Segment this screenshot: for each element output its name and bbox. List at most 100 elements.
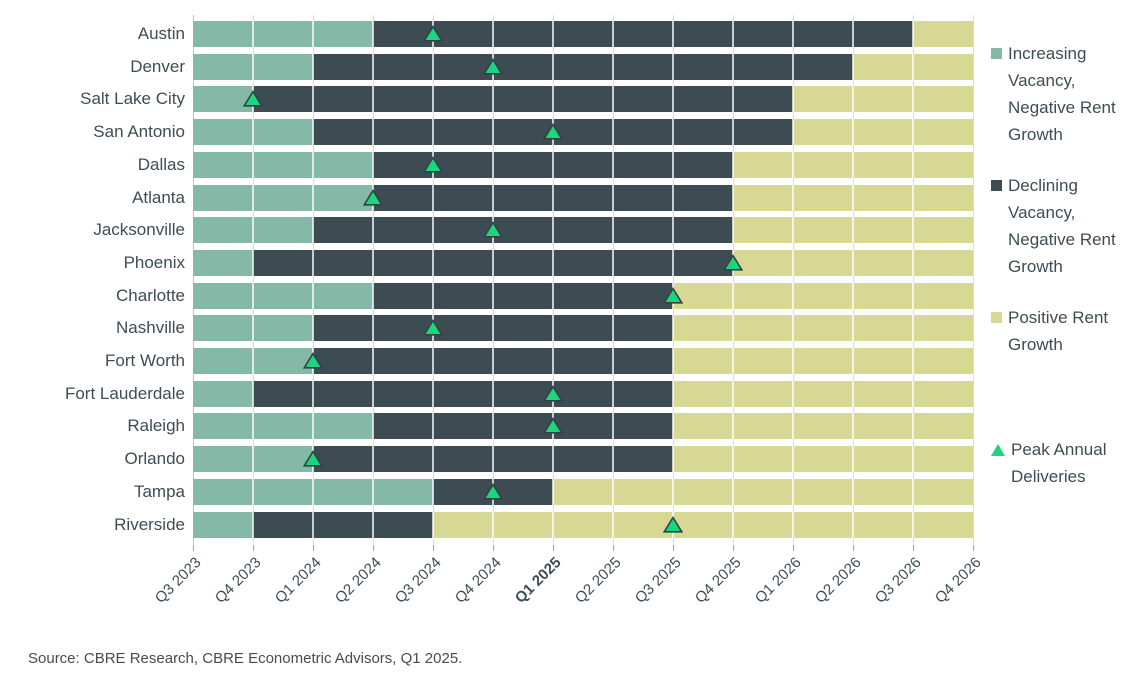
gridline-cut	[612, 151, 614, 178]
gridline-cut	[492, 21, 494, 47]
gridline-cut	[672, 249, 674, 276]
gridline-cut	[612, 478, 614, 505]
gridline-cut	[732, 511, 734, 538]
axis-tick	[313, 545, 314, 551]
gridline	[553, 15, 554, 545]
gridline-cut	[672, 217, 674, 244]
segment-declining-vacancy	[313, 217, 733, 244]
gridline	[313, 15, 314, 545]
gridline-cut	[432, 413, 434, 440]
gridline-cut	[732, 282, 734, 309]
gridline-cut	[492, 348, 494, 374]
axis-tick	[733, 545, 734, 551]
gridline-cut	[852, 511, 854, 538]
gridline-cut	[792, 217, 794, 244]
x-axis-label: Q4 2025	[692, 554, 746, 607]
gridline-cut	[552, 446, 554, 473]
segment-declining-vacancy	[373, 282, 673, 309]
gridline-cut	[432, 511, 434, 538]
axis-tick	[373, 545, 374, 551]
gridline-cut	[372, 380, 374, 407]
gridline-cut	[612, 217, 614, 244]
gridline-cut	[612, 315, 614, 342]
segment-declining-vacancy	[373, 21, 913, 47]
gridline-cut	[432, 184, 434, 211]
gridline-cut	[672, 348, 674, 374]
gridline-cut	[672, 446, 674, 473]
gridline-cut	[372, 348, 374, 374]
segment-increasing-vacancy	[193, 151, 373, 178]
segment-positive-rent-growth	[793, 86, 973, 113]
gridline-cut	[312, 119, 314, 146]
segment-declining-vacancy	[373, 413, 673, 440]
gridline-cut	[912, 86, 914, 113]
gridline-cut	[792, 446, 794, 473]
gridline-cut	[612, 119, 614, 146]
gridline-cut	[492, 249, 494, 276]
gridline-cut	[252, 282, 254, 309]
segment-increasing-vacancy	[193, 184, 373, 211]
gridline-cut	[792, 53, 794, 80]
peak-deliveries-triangle-icon	[483, 57, 503, 75]
axis-tick	[853, 545, 854, 551]
gridline-cut	[912, 184, 914, 211]
gridline	[793, 15, 794, 545]
legend-item-positive-rent-growth: Positive Rent Growth	[991, 304, 1126, 358]
gridline-cut	[732, 348, 734, 374]
gridline-cut	[552, 478, 554, 505]
gridline-cut	[852, 119, 854, 146]
gridline-cut	[912, 249, 914, 276]
y-axis-label: Fort Worth	[105, 351, 185, 370]
bar-row	[193, 86, 973, 113]
gridline-cut	[792, 119, 794, 146]
segment-declining-vacancy	[313, 53, 853, 80]
gridline-cut	[612, 511, 614, 538]
gridline-cut	[912, 446, 914, 473]
gridline-cut	[732, 446, 734, 473]
bar-row	[193, 53, 973, 80]
gridline-cut	[432, 119, 434, 146]
y-axis-label: Fort Lauderdale	[64, 383, 185, 403]
gridline-cut	[252, 315, 254, 342]
legend-item-declining-vacancy: Declining Vacancy, Negative Rent Growth	[991, 172, 1126, 280]
gridline-cut	[732, 21, 734, 47]
legend-item-increasing-vacancy: Increasing Vacancy, Negative Rent Growth	[991, 40, 1126, 148]
x-axis-label: Q3 2026	[872, 554, 926, 607]
gridline-cut	[612, 413, 614, 440]
gridline-cut	[912, 282, 914, 309]
gridline-cut	[672, 478, 674, 505]
gridline-cut	[732, 184, 734, 211]
segment-positive-rent-growth	[913, 21, 973, 47]
axis-tick	[793, 545, 794, 551]
peak-deliveries-triangle-icon	[423, 319, 443, 336]
gridline-cut	[912, 348, 914, 374]
gridline-cut	[552, 315, 554, 342]
gridline	[373, 15, 374, 545]
gridline-cut	[552, 249, 554, 276]
segment-positive-rent-growth	[673, 380, 973, 407]
gridline-cut	[492, 282, 494, 309]
gridline	[973, 15, 974, 545]
peak-deliveries-triangle-icon	[303, 352, 323, 369]
gridline-cut	[492, 151, 494, 178]
peak-deliveries-triangle-icon	[663, 286, 683, 304]
gridline-cut	[312, 511, 314, 538]
gridline-cut	[552, 184, 554, 211]
gridline-cut	[252, 380, 254, 407]
gridline-cut	[312, 184, 314, 211]
gridline-cut	[312, 86, 314, 113]
gridline-cut	[492, 119, 494, 146]
gridline-cut	[492, 315, 494, 342]
segment-positive-rent-growth	[673, 348, 973, 374]
gridline-cut	[852, 446, 854, 473]
gridline	[433, 15, 434, 545]
gridline-cut	[912, 413, 914, 440]
axis-tick	[613, 545, 614, 551]
gridline	[853, 15, 854, 545]
gridline-cut	[852, 380, 854, 407]
gridline-cut	[792, 282, 794, 309]
peak-deliveries-triangle-icon	[303, 450, 323, 467]
gridline-cut	[312, 217, 314, 244]
y-axis-label: Riverside	[114, 514, 185, 534]
bar-row	[193, 249, 973, 276]
